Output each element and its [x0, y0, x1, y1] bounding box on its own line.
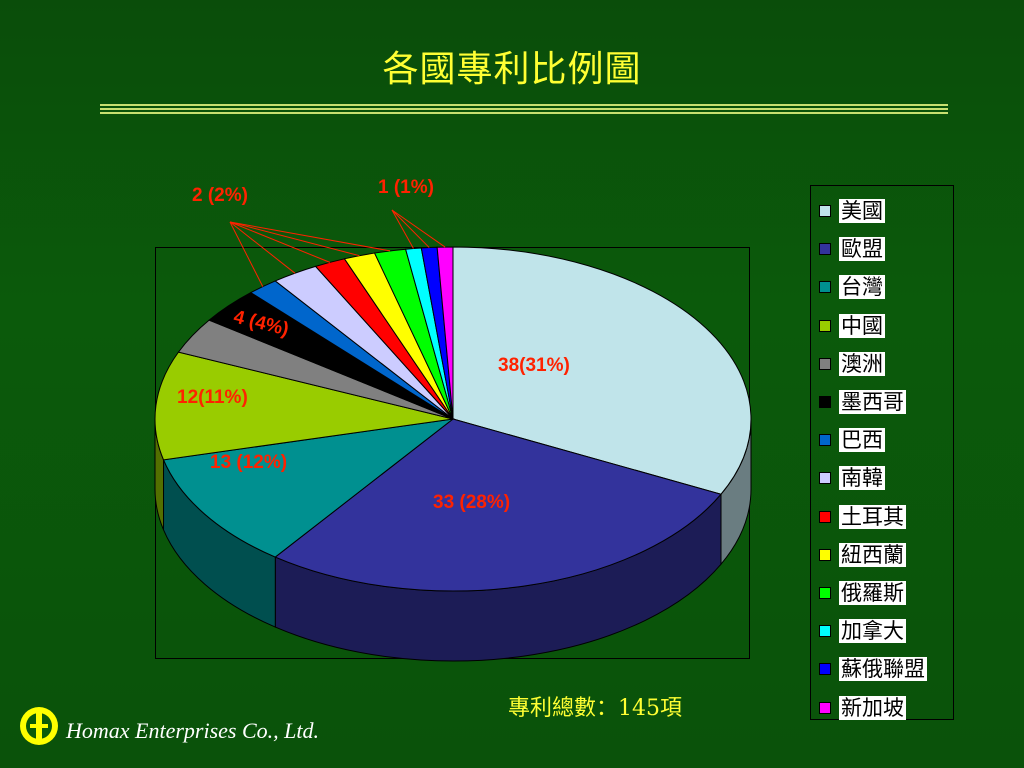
- title-divider: [100, 104, 948, 116]
- leader-line-11: [391, 209, 414, 249]
- legend-item: 俄羅斯: [819, 580, 906, 606]
- legend-label: 南韓: [839, 466, 885, 491]
- legend-swatch: [819, 243, 831, 256]
- legend-label: 中國: [839, 313, 885, 338]
- data-label-small-1: 1 (1%): [378, 177, 434, 198]
- data-label-eu: 33 (28%): [433, 492, 511, 513]
- leader-line-10: [229, 221, 391, 252]
- legend-label: 俄羅斯: [839, 581, 906, 605]
- total-patents-text: 專利總數：145項: [508, 696, 682, 721]
- legend-item: 巴西: [819, 427, 885, 453]
- legend-item: 南韓: [819, 465, 885, 491]
- legend-item: 中國: [819, 313, 885, 339]
- legend-label: 台灣: [839, 275, 885, 300]
- pie-slice-1: [274, 418, 722, 592]
- legend-label: 澳洲: [839, 351, 885, 376]
- legend-label: 紐西蘭: [839, 542, 906, 567]
- legend-item: 紐西蘭: [819, 542, 906, 568]
- legend-swatch: [819, 548, 831, 561]
- legend-item: 墨西哥: [819, 389, 906, 415]
- legend-swatch: [819, 510, 831, 523]
- legend-swatch: [819, 396, 831, 408]
- data-label-usa: 38(31%): [498, 355, 570, 376]
- legend-swatch: [819, 701, 831, 714]
- legend-label: 土耳其: [839, 504, 906, 529]
- legend-item: 台灣: [819, 274, 885, 300]
- legend-label: 新加坡: [839, 695, 906, 720]
- data-label-china: 12(11%): [177, 387, 248, 408]
- pie-slice-13: [436, 246, 454, 420]
- leader-line-7: [229, 221, 296, 274]
- leader-line-6: [229, 221, 264, 287]
- legend-swatch: [819, 357, 831, 370]
- data-label-small-2: 2 (2%): [192, 185, 248, 206]
- chart-legend: 美國歐盟台灣中國澳洲墨西哥巴西南韓土耳其紐西蘭俄羅斯加拿大蘇俄聯盟新加坡: [810, 185, 954, 720]
- legend-item: 澳洲: [819, 351, 885, 377]
- legend-item: 歐盟: [819, 236, 885, 262]
- leader-line-8: [229, 221, 331, 263]
- leader-line-12: [391, 209, 430, 248]
- slide-title: 各國專利比例圖: [382, 49, 642, 90]
- legend-item: 蘇俄聯盟: [819, 656, 927, 682]
- company-name: Homax Enterprises Co., Ltd.: [66, 718, 319, 743]
- legend-swatch: [819, 319, 831, 332]
- legend-label: 墨西哥: [839, 390, 906, 414]
- legend-item: 美國: [819, 198, 885, 224]
- legend-label: 巴西: [839, 428, 885, 453]
- legend-swatch: [819, 472, 831, 485]
- legend-item: 土耳其: [819, 504, 906, 530]
- data-label-taiwan: 13 (12%): [210, 452, 288, 473]
- legend-swatch: [819, 434, 831, 447]
- legend-swatch: [819, 205, 831, 217]
- legend-swatch: [819, 281, 831, 294]
- pie-slice-0: [452, 246, 752, 495]
- leader-line-9: [229, 221, 360, 257]
- legend-swatch: [819, 663, 831, 676]
- legend-label: 歐盟: [839, 237, 885, 262]
- legend-label: 加拿大: [839, 619, 906, 644]
- leader-line-13: [391, 209, 446, 248]
- pie-slice-2: [162, 418, 455, 558]
- legend-label: 美國: [839, 199, 885, 223]
- pie-slice-3: [154, 351, 454, 461]
- company-logo-icon: [20, 707, 58, 745]
- legend-label: 蘇俄聯盟: [839, 657, 927, 682]
- legend-item: 加拿大: [819, 618, 906, 644]
- legend-swatch: [819, 587, 831, 599]
- legend-swatch: [819, 625, 831, 638]
- legend-item: 新加坡: [819, 695, 906, 721]
